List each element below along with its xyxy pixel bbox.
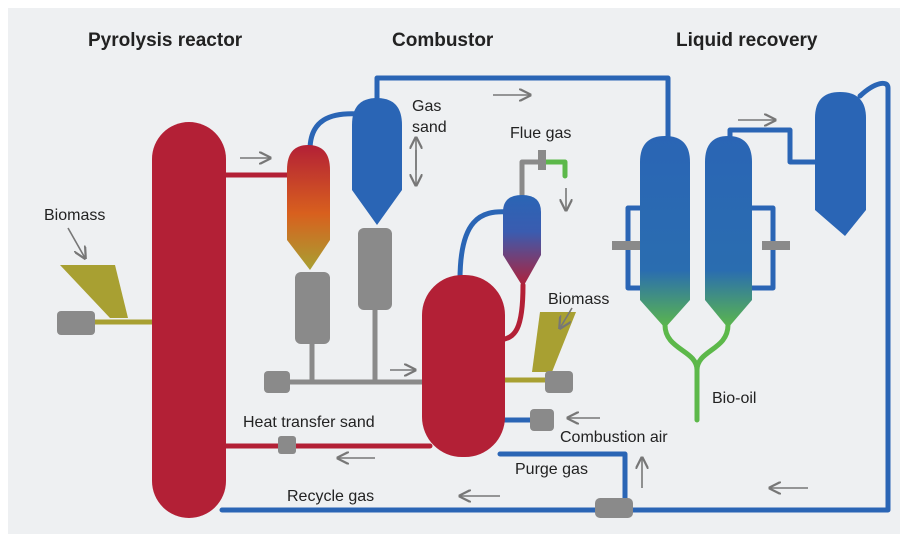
pipe: [662, 322, 731, 423]
arrow: [67, 227, 85, 258]
pipe: [457, 209, 511, 283]
pipe: [219, 80, 891, 513]
pipe: [307, 111, 363, 153]
header: Liquid recovery: [676, 30, 818, 51]
vessels: [60, 92, 866, 518]
fittings: [57, 150, 790, 518]
feeder: [57, 311, 95, 335]
hopper: [60, 265, 128, 318]
pipe: [519, 159, 548, 201]
compressor: [595, 498, 633, 518]
label: Biomass: [44, 207, 105, 224]
combustor: [422, 275, 505, 457]
pipe: [374, 75, 671, 153]
header: Pyrolysis reactor: [88, 30, 243, 51]
headers: Pyrolysis reactor Combustor Liquid recov…: [88, 30, 818, 51]
condenser: [705, 136, 752, 328]
valve: [278, 436, 296, 454]
condenser: [640, 136, 690, 328]
label: Bio-oil: [712, 390, 756, 407]
label: Combustion air: [560, 429, 668, 446]
label: Biomass: [548, 291, 609, 308]
feeder: [264, 371, 290, 393]
stub: [612, 241, 640, 250]
cyclone: [287, 145, 330, 270]
column: [358, 228, 392, 310]
header: Combustor: [392, 30, 494, 51]
pipe: [497, 451, 628, 503]
label: Heat transfer sand: [243, 414, 375, 431]
label: Gas: [412, 98, 441, 115]
feeder: [545, 371, 573, 393]
pyrolysis-reactor: [152, 122, 226, 518]
blower: [530, 409, 554, 431]
stub: [762, 241, 790, 250]
valve: [538, 150, 546, 170]
pipes: [92, 75, 891, 513]
demister: [815, 92, 866, 236]
label: Recycle gas: [287, 488, 374, 505]
label: Flue gas: [510, 125, 571, 142]
label: Purge gas: [515, 461, 588, 478]
pipe: [542, 159, 568, 179]
pipe: [727, 127, 821, 165]
arrows: [67, 95, 808, 496]
column: [295, 272, 330, 344]
labels: Biomass Gas sand Flue gas Biomass Heat t…: [44, 98, 756, 505]
flue-cyclone: [503, 195, 541, 287]
arrow: [560, 307, 573, 328]
label: sand: [412, 119, 447, 136]
cyclone: [352, 98, 402, 225]
pipe: [282, 302, 433, 385]
